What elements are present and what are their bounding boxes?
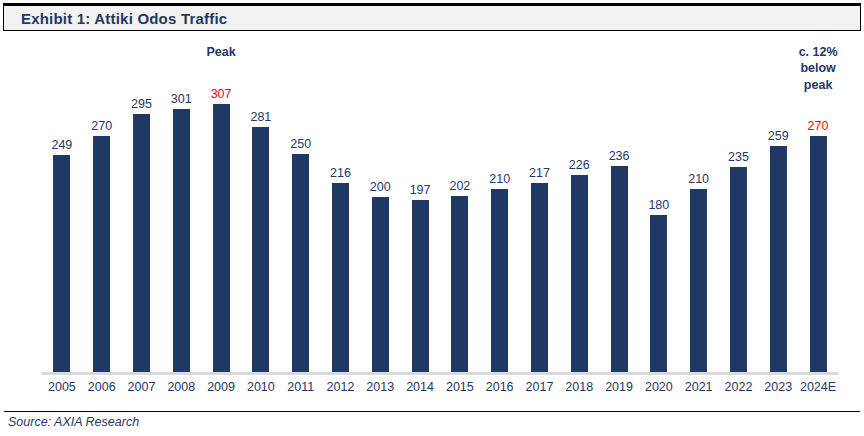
x-axis-tick-label: 2007 (122, 380, 162, 394)
x-axis-tick-label: 2023 (758, 380, 798, 394)
bar-value-label: 210 (489, 172, 510, 186)
bar-column: 202 (440, 179, 480, 372)
footer-divider (4, 411, 860, 412)
bar (531, 183, 548, 372)
bar (451, 196, 468, 372)
bar (611, 166, 628, 372)
bar-value-label: 217 (529, 166, 550, 180)
bar-column: 180 (639, 198, 679, 372)
bar-value-label: 307 (211, 87, 232, 101)
x-axis-tick-label: 2009 (201, 380, 241, 394)
bar (770, 146, 787, 372)
x-axis-tick-label: 2022 (719, 380, 759, 394)
bar-value-label: 235 (728, 150, 749, 164)
x-axis-tick-label: 2013 (360, 380, 400, 394)
bar (412, 200, 429, 372)
bar-column: 235 (719, 150, 759, 372)
source-note: Source: AXIA Research (8, 415, 139, 429)
bar-column: 295 (122, 97, 162, 372)
bar (332, 183, 349, 372)
x-axis-tick-label: 2016 (480, 380, 520, 394)
bar-value-label: 281 (250, 110, 271, 124)
bar-value-label: 249 (51, 138, 72, 152)
bar-column: 249 (42, 138, 82, 372)
bar (690, 189, 707, 372)
bar-value-label: 270 (808, 119, 829, 133)
bar-value-label: 202 (449, 179, 470, 193)
bar-value-label: 226 (569, 158, 590, 172)
bar (650, 215, 667, 372)
bar-column: 216 (321, 166, 361, 372)
bar-value-label: 295 (131, 97, 152, 111)
bar (491, 189, 508, 372)
bar-column: 217 (520, 166, 560, 372)
bar (810, 136, 827, 372)
bar-column: 200 (360, 180, 400, 372)
x-axis-tick-label: 2021 (679, 380, 719, 394)
plot-area: 249 270 295 301 307 281 250 216 200 197 202 210 217 2… (42, 44, 838, 375)
bar-value-label: 270 (91, 119, 112, 133)
x-axis-tick-label: 2008 (161, 380, 201, 394)
bar-column: 301 (161, 92, 201, 372)
bar-value-label: 210 (688, 172, 709, 186)
x-axis-labels: 2005200620072008200920102011201220132014… (42, 380, 838, 394)
traffic-bar-chart: Peak c. 12% below peak 24927029530130728… (42, 44, 838, 404)
bar-value-label: 197 (410, 183, 431, 197)
bar-column: 236 (599, 149, 639, 372)
x-axis-tick-label: 2014 (400, 380, 440, 394)
bar (53, 155, 70, 372)
x-axis-tick-label: 2018 (559, 380, 599, 394)
x-axis-tick-label: 2024E (798, 380, 838, 394)
bar (571, 175, 588, 372)
x-axis-tick-label: 2012 (321, 380, 361, 394)
bar-value-label: 236 (609, 149, 630, 163)
x-axis-tick-label: 2010 (241, 380, 281, 394)
x-axis-tick-label: 2005 (42, 380, 82, 394)
x-axis-tick-label: 2006 (82, 380, 122, 394)
bar-column: 197 (400, 183, 440, 372)
bar-column: 210 (480, 172, 520, 372)
bar-value-label: 259 (768, 129, 789, 143)
x-axis-tick-label: 2017 (520, 380, 560, 394)
bar-column: 259 (758, 129, 798, 372)
bar (213, 104, 230, 372)
bar-column: 226 (559, 158, 599, 372)
bar-value-label: 250 (290, 137, 311, 151)
bar-column: 307 (201, 87, 241, 372)
page-title: Exhibit 1: Attiki Odos Traffic (21, 10, 227, 27)
bar-column: 250 (281, 137, 321, 372)
bar (292, 154, 309, 372)
bar (252, 127, 269, 372)
bar-value-label: 180 (648, 198, 669, 212)
bar (93, 136, 110, 372)
x-axis-tick-label: 2015 (440, 380, 480, 394)
x-axis-tick-label: 2019 (599, 380, 639, 394)
bar-column: 270 (798, 119, 838, 372)
bar-value-label: 216 (330, 166, 351, 180)
x-axis-tick-label: 2011 (281, 380, 321, 394)
x-axis-tick-label: 2020 (639, 380, 679, 394)
bar (133, 114, 150, 372)
bar-column: 281 (241, 110, 281, 372)
bar-value-label: 200 (370, 180, 391, 194)
bar-column: 270 (82, 119, 122, 372)
exhibit-title-bar: Exhibit 1: Attiki Odos Traffic (3, 3, 861, 31)
bar-value-label: 301 (171, 92, 192, 106)
bar-column: 210 (679, 172, 719, 372)
bar (372, 197, 389, 372)
bar (730, 167, 747, 372)
bar (173, 109, 190, 372)
